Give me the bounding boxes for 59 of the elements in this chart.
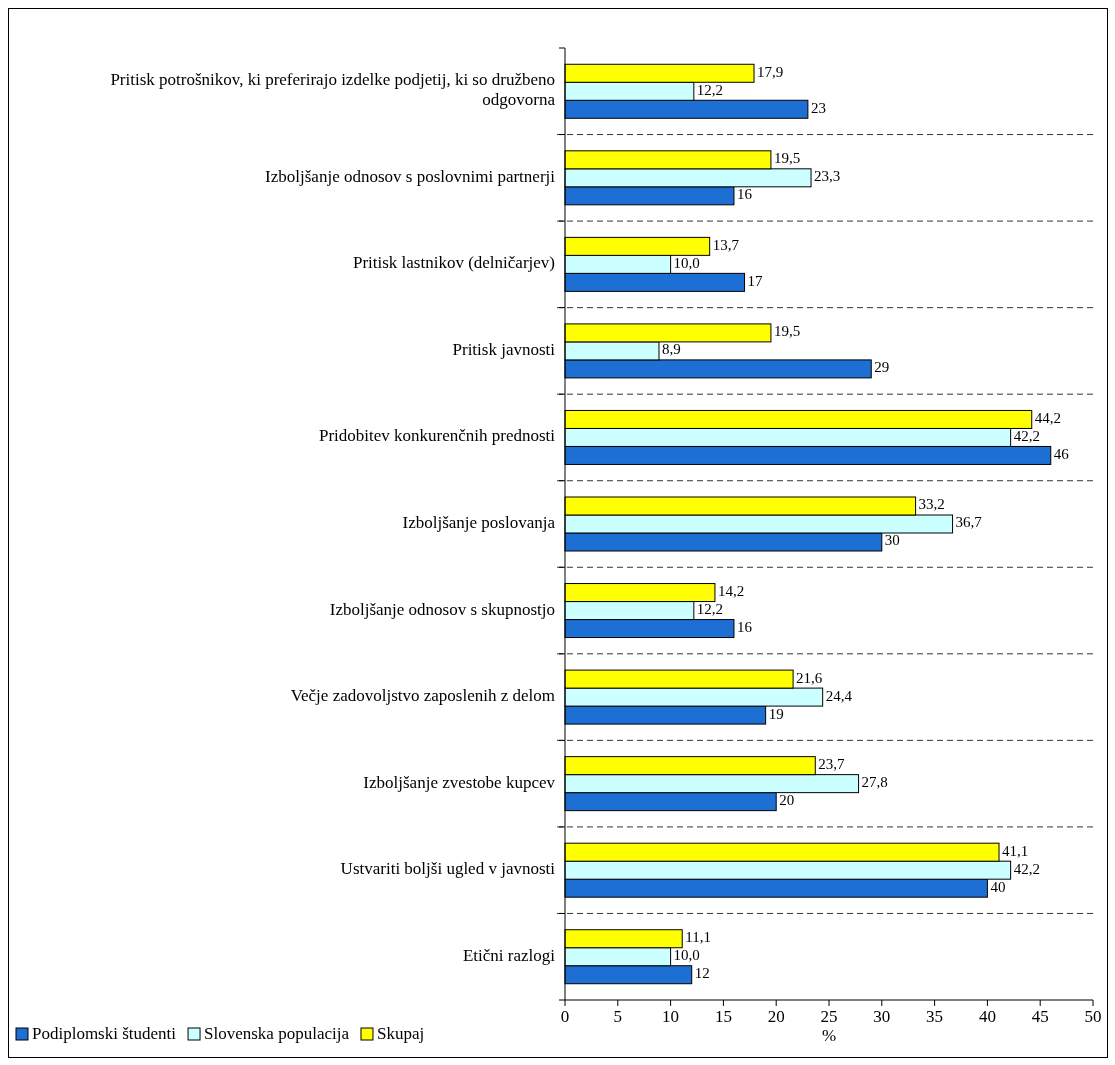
x-tick-label: 40	[978, 1007, 996, 1026]
data-label: 27,8	[861, 774, 888, 791]
x-tick-label: 15	[714, 1007, 732, 1026]
data-label: 21,6	[796, 669, 823, 686]
data-label: 30	[884, 532, 900, 549]
data-label: 42,2	[1013, 427, 1040, 444]
data-label: 23,7	[818, 756, 846, 773]
y-tick-label: Izboljšanje odnosov s poslovnimi partnerji	[265, 166, 556, 186]
data-label: 44,2	[1034, 409, 1061, 426]
data-label: 14,2	[717, 582, 745, 599]
legend-label: Podiplomski študenti	[32, 1024, 177, 1043]
x-tick-label: 20	[767, 1007, 785, 1026]
x-tick-label: 0	[560, 1007, 570, 1026]
data-label: 42,2	[1013, 860, 1040, 877]
data-label: 10,0	[673, 947, 700, 964]
x-tick-label: 30	[873, 1007, 891, 1026]
data-label: 16	[736, 618, 753, 635]
y-tick-label: Izboljšanje poslovanja	[402, 512, 556, 532]
data-label: 23	[810, 99, 826, 116]
x-tick-label: 10	[662, 1007, 680, 1026]
data-label: 16	[736, 186, 753, 203]
data-label: 41,1	[1002, 842, 1029, 859]
y-tick-label: Pritisk potrošnikov, ki preferirajo izdelke podjetij, ki so družbeno odgovorna	[110, 70, 556, 110]
data-label: 17,9	[757, 63, 784, 80]
x-tick-label: 25	[820, 1007, 838, 1026]
data-label: 11,1	[685, 929, 711, 946]
data-label: 12	[694, 965, 710, 982]
data-label: 36,7	[955, 514, 983, 531]
legend-label: Slovenska populacija	[204, 1024, 350, 1043]
data-label: 46	[1053, 445, 1070, 462]
y-tick-label: Izboljšanje zvestobe kupcev	[363, 772, 556, 792]
y-tick-label: Pridobitev konkurenčnih prednosti	[318, 426, 556, 446]
data-label: 8,9	[661, 341, 681, 358]
data-label: 12,2	[696, 81, 724, 98]
y-tick-label: Etični razlogi	[462, 945, 556, 965]
x-tick-label: 45	[1031, 1007, 1049, 1026]
data-label: 20	[779, 792, 795, 809]
y-tick-label: Izboljšanje odnosov s skupnostjo	[329, 599, 555, 619]
y-tick-label: Večje zadovoljstvo zaposlenih z delom	[290, 686, 555, 705]
x-axis-title: %	[821, 1026, 837, 1045]
data-label: 17	[747, 272, 764, 289]
data-label: 33,2	[918, 496, 945, 513]
data-label: 12,2	[696, 600, 724, 617]
data-label: 40	[990, 878, 1006, 895]
data-label: 19,5	[773, 150, 801, 167]
data-label: 19	[768, 705, 784, 722]
x-tick-label: 50	[1084, 1007, 1102, 1026]
data-label: 29	[874, 359, 890, 376]
x-tick-label: 5	[613, 1007, 623, 1026]
data-label: 13,7	[712, 236, 740, 253]
y-tick-label: Pritisk lastnikov (delničarjev)	[352, 253, 555, 273]
data-label: 10,0	[673, 254, 700, 271]
data-label: 24,4	[825, 687, 853, 704]
data-label: 23,3	[814, 168, 841, 185]
y-tick-label: Ustvariti boljši ugled v javnosti	[340, 859, 556, 879]
x-tick-label: 35	[926, 1007, 944, 1026]
legend-label: Skupaj	[376, 1024, 425, 1043]
y-tick-label: Pritisk javnosti	[452, 339, 556, 359]
data-label: 19,5	[773, 323, 801, 340]
